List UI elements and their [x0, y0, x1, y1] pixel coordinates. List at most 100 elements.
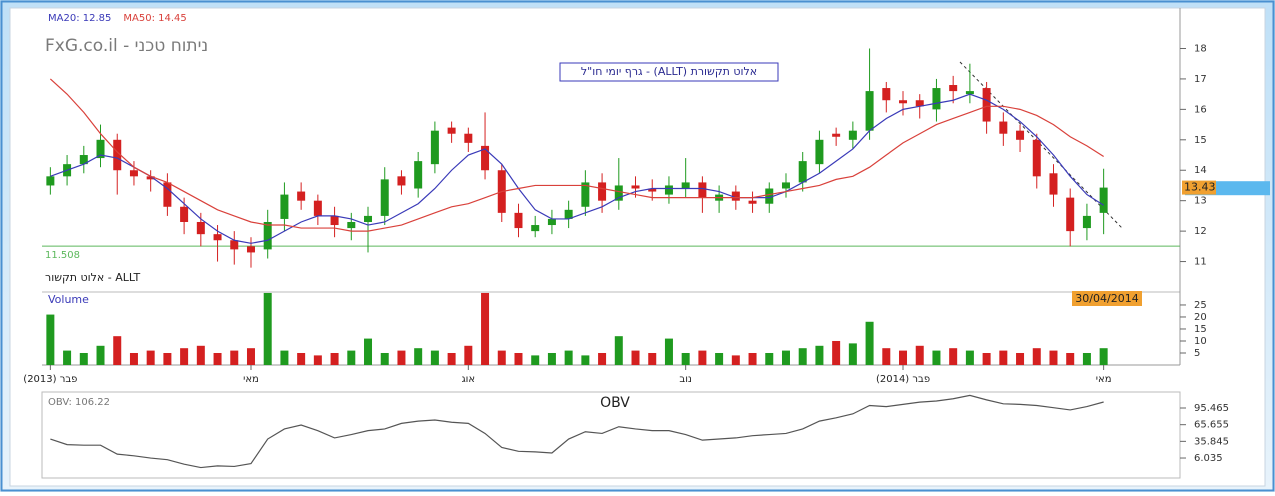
volume-bar — [364, 338, 373, 365]
y-tick-label: 16 — [1194, 104, 1207, 115]
x-tick-label: (2013) פבר — [23, 374, 77, 385]
y-tick-label: 13 — [1194, 196, 1207, 207]
volume-bar — [698, 350, 707, 365]
obv-panel — [41, 391, 1181, 479]
candle-body — [380, 179, 389, 216]
last-price-box — [1182, 180, 1216, 195]
candle-body — [230, 240, 239, 250]
candle-body — [1099, 187, 1108, 213]
volume-bar — [347, 350, 356, 365]
candle-body — [113, 139, 122, 171]
volume-bar — [380, 352, 389, 365]
volume-bar — [46, 314, 55, 365]
candle-body — [246, 246, 255, 253]
date-box — [1072, 291, 1142, 306]
candle-body — [781, 182, 790, 189]
candle-body — [1066, 197, 1075, 232]
candle-body — [297, 191, 306, 201]
volume-bar — [832, 340, 841, 365]
candle-body — [631, 185, 640, 189]
candle-body — [965, 91, 974, 95]
candle-body — [982, 88, 991, 122]
volume-bar — [1032, 348, 1041, 365]
y-tick-label: 20 — [1194, 312, 1207, 323]
candle-body — [664, 185, 673, 195]
candle-body — [865, 91, 874, 131]
candle-body — [932, 88, 941, 110]
volume-bar — [129, 352, 138, 365]
candle-body — [531, 225, 540, 232]
candle-body — [765, 188, 774, 204]
volume-bar — [63, 350, 72, 365]
volume-bar — [598, 352, 607, 365]
symbol-label: אלוט תקשור - ALLT — [45, 271, 140, 284]
volume-bar — [397, 350, 406, 365]
candle-body — [598, 182, 607, 201]
volume-bar — [547, 352, 556, 365]
volume-bar — [330, 352, 339, 365]
volume-bar — [899, 350, 908, 365]
candle-body — [430, 130, 439, 165]
candle-body — [464, 133, 473, 143]
legend-entry: MA50: 14.45 — [123, 13, 186, 24]
chart-title: גרף יומי חו"ל - (ALLT) אלוט תקשורת — [581, 65, 757, 78]
volume-bar — [1066, 352, 1075, 365]
volume-bar — [564, 350, 573, 365]
candle-body — [213, 234, 222, 241]
candle-body — [514, 212, 523, 229]
candle-body — [1049, 173, 1058, 195]
candle-body — [564, 209, 573, 219]
candle-body — [447, 127, 456, 134]
candle-body — [1016, 130, 1025, 140]
candle-body — [397, 176, 406, 186]
volume-bar — [430, 350, 439, 365]
volume-bar — [882, 348, 891, 365]
candle-body — [848, 130, 857, 140]
volume-bar — [196, 345, 205, 365]
x-tick-label: אוג — [462, 374, 476, 385]
moving-average — [49, 78, 1104, 232]
volume-bar — [949, 348, 958, 365]
obv-line — [50, 394, 1104, 469]
candle-body — [999, 121, 1008, 134]
candle-body — [79, 155, 88, 165]
candle-body — [949, 85, 958, 92]
volume-bar — [982, 352, 991, 365]
candle-body — [882, 88, 891, 101]
title-box — [559, 62, 779, 82]
candle-body — [614, 185, 623, 201]
candle-body — [1032, 139, 1041, 177]
volume-bar — [748, 352, 757, 365]
candle-body — [748, 200, 757, 204]
volume-bar — [497, 350, 506, 365]
y-tick-label: 15 — [1194, 135, 1207, 146]
volume-bar — [263, 292, 272, 365]
candle-body — [196, 221, 205, 235]
volume-bar — [96, 345, 105, 365]
volume-bar — [765, 352, 774, 365]
y-tick-label: 12 — [1194, 226, 1207, 237]
candle-body — [681, 182, 690, 189]
legend-entry: MA20: 12.85 — [48, 13, 111, 24]
volume-bar — [246, 348, 255, 365]
volume-bar — [113, 336, 122, 365]
volume-bar — [681, 352, 690, 365]
moving-average — [50, 93, 1104, 244]
candle-body — [146, 176, 155, 180]
volume-bar — [781, 350, 790, 365]
volume-bar — [163, 352, 172, 365]
volume-bar — [631, 350, 640, 365]
volume-bar — [213, 352, 222, 365]
volume-bar — [865, 321, 874, 365]
last-price-label: 13.43 — [1184, 181, 1216, 194]
volume-bar — [731, 355, 740, 365]
volume-bar — [531, 355, 540, 365]
x-tick-label: (2014) פבר — [876, 374, 930, 385]
volume-bar — [815, 345, 824, 365]
volume-bar — [1016, 352, 1025, 365]
volume-bar — [447, 352, 456, 365]
candle-body — [731, 191, 740, 201]
candle-body — [180, 206, 189, 222]
